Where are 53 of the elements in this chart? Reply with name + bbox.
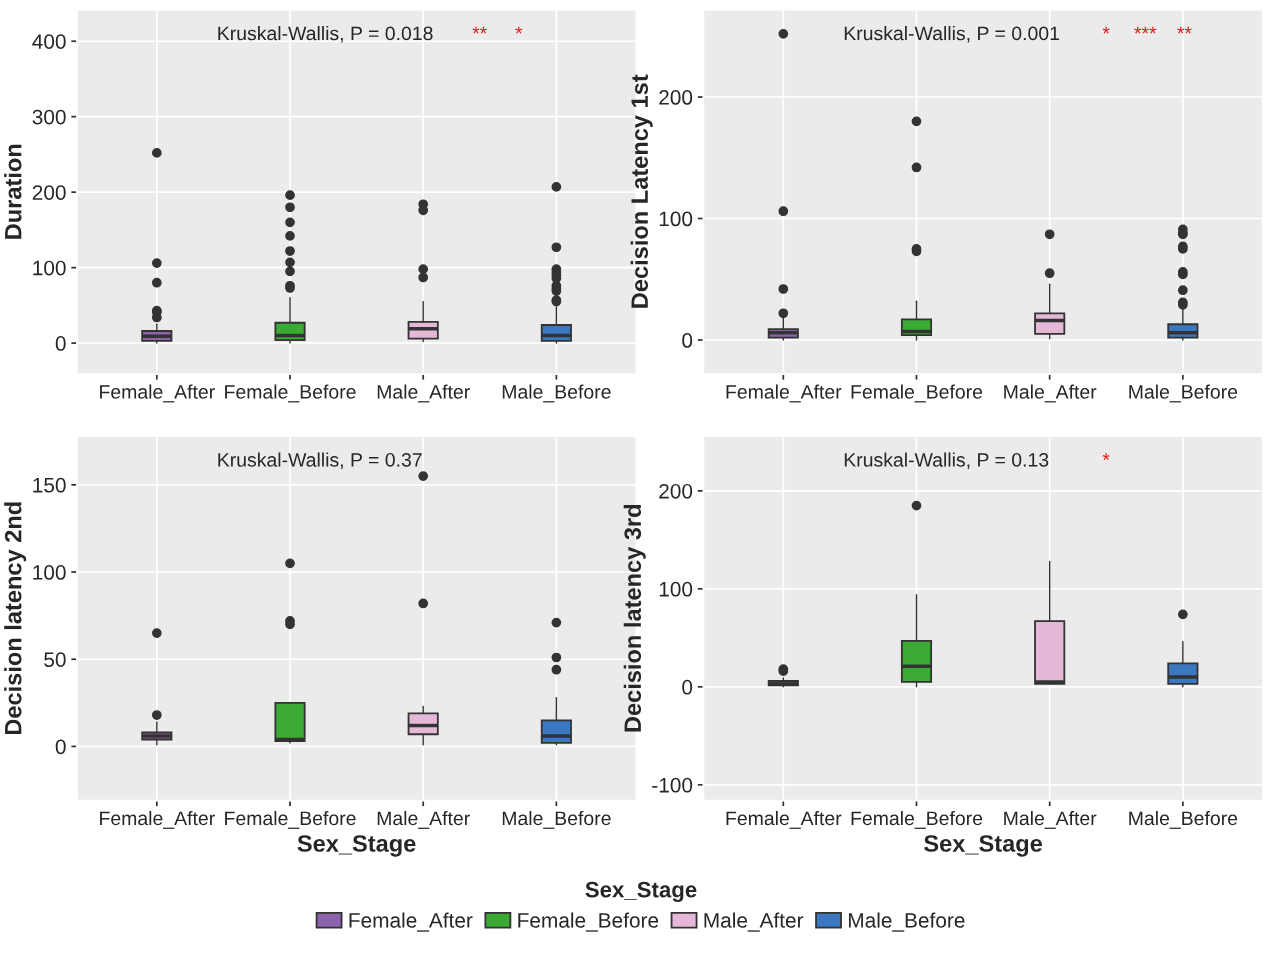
y-axis-title: Duration <box>4 144 22 239</box>
y-tick-label: 200 <box>32 185 66 200</box>
x-tick-label: Male_Before <box>502 384 611 403</box>
legend-label: Male_Before <box>849 912 965 932</box>
y-tick-label: -100 <box>652 777 693 793</box>
x-tick-label: Female_Before <box>225 384 356 403</box>
x-tick-label: Male_Before <box>1129 384 1238 403</box>
x-tick-label: Female_After <box>726 810 842 829</box>
annotation: ** <box>472 26 487 34</box>
x-tick-label: Female_Before <box>851 384 983 403</box>
annotation: * <box>1102 453 1110 460</box>
y-tick-label: 50 <box>44 652 66 667</box>
y-axis-title: Decision Latency 1st <box>630 74 653 308</box>
x-tick-label: Male_After <box>377 384 470 403</box>
x-tick-label: Female_Before <box>851 810 983 829</box>
x-tick-label: Male_Before <box>502 810 611 829</box>
y-tick-label: 0 <box>55 336 66 351</box>
y-axis-title: Decision latency 2nd <box>4 502 27 735</box>
annotation: Kruskal-Wallis, P = 0.018 <box>218 25 433 43</box>
annotation: Kruskal-Wallis, P = 0.001 <box>844 25 1059 43</box>
x-tick-label: Male_After <box>377 810 470 829</box>
x-tick-label: Female_Before <box>225 810 356 829</box>
x-tick-label: Male_After <box>1004 384 1097 403</box>
annotation: * <box>1102 26 1110 34</box>
x-tick-label: Male_After <box>1004 810 1097 829</box>
y-tick-label: 100 <box>659 211 693 227</box>
x-tick-label: Female_After <box>726 384 842 403</box>
x-axis-title: Sex_Stage <box>924 835 1043 857</box>
x-tick-label: Female_After <box>100 384 215 403</box>
y-tick-label: 400 <box>32 34 66 49</box>
y-tick-label: 0 <box>55 739 66 755</box>
y-tick-label: 100 <box>33 260 66 276</box>
annotation: Kruskal-Wallis, P = 0.37 <box>218 452 422 470</box>
annotation: ** <box>1177 26 1192 34</box>
annotation: *** <box>1134 26 1157 34</box>
y-tick-label: 200 <box>659 90 693 105</box>
x-axis-title: Sex_Stage <box>297 835 416 857</box>
x-tick-label: Female_After <box>100 810 215 829</box>
y-tick-label: 0 <box>682 679 693 695</box>
legend-label: Female_After <box>349 912 473 932</box>
y-axis-title: Decision latency 3rd <box>623 504 646 732</box>
annotation: Kruskal-Wallis, P = 0.13 <box>844 452 1049 470</box>
y-tick-label: 150 <box>33 477 66 493</box>
legend-title: Sex_Stage <box>585 881 697 903</box>
legend-label: Female_Before <box>518 912 659 932</box>
x-tick-label: Male_Before <box>1129 810 1238 829</box>
annotation: * <box>515 26 523 34</box>
y-tick-label: 300 <box>32 109 66 125</box>
y-tick-label: 100 <box>659 581 693 597</box>
y-tick-label: 0 <box>682 333 693 348</box>
legend-label: Male_After <box>704 912 804 932</box>
y-tick-label: 100 <box>33 565 66 580</box>
y-tick-label: 200 <box>659 483 693 499</box>
